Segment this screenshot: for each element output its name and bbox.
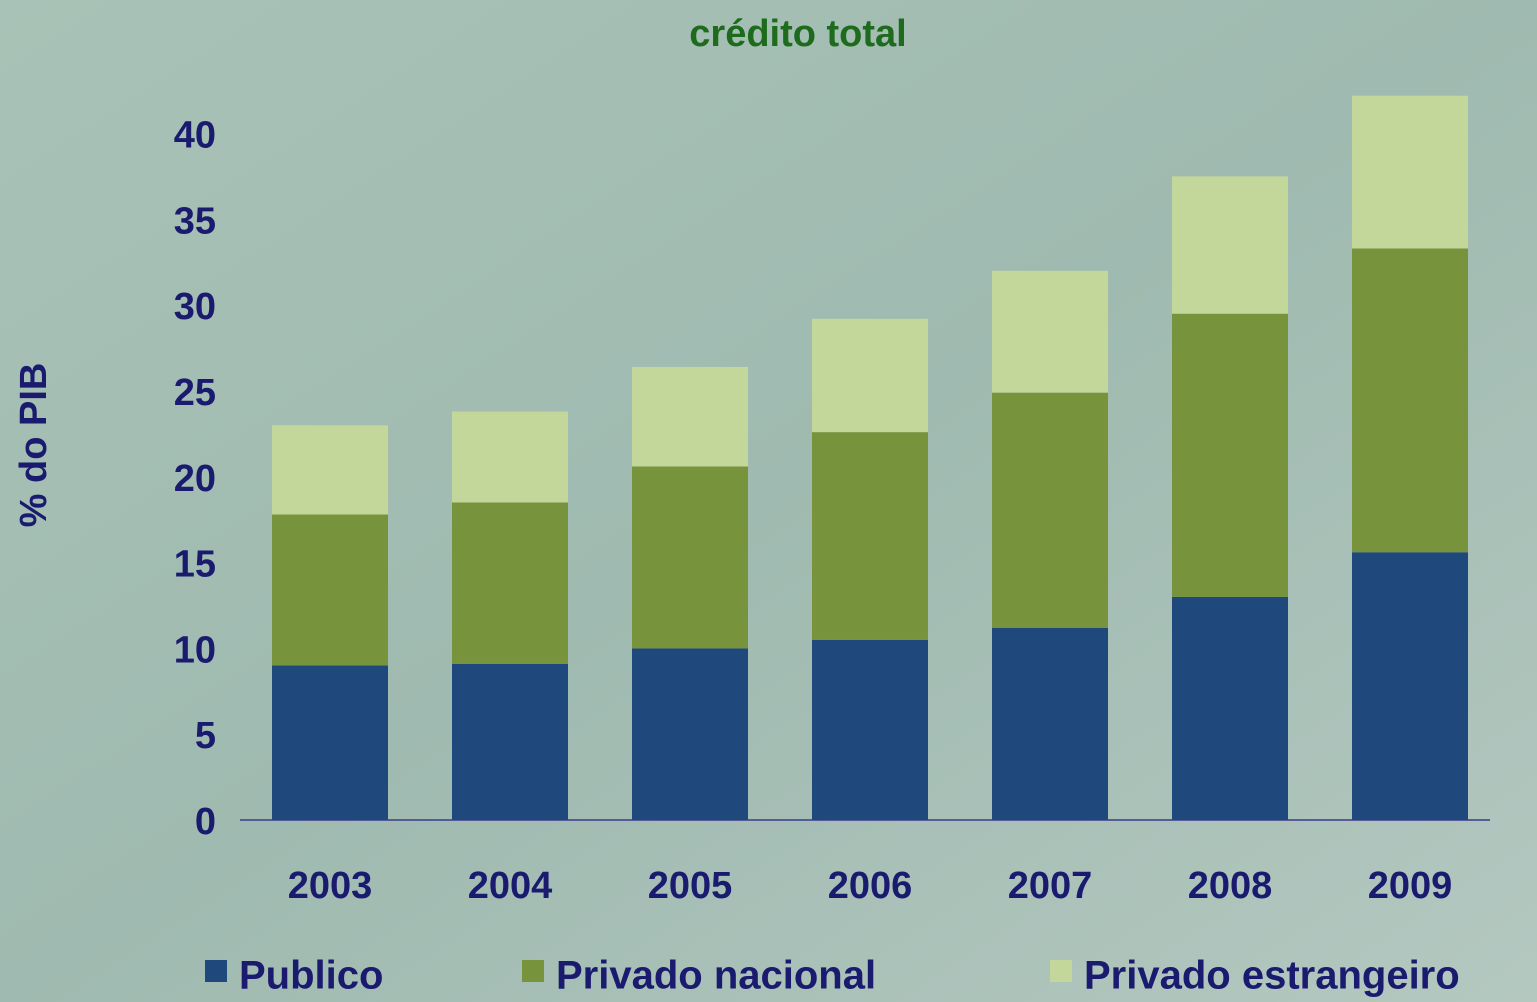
bar-segment <box>632 648 748 820</box>
bar-segment <box>452 411 568 503</box>
bar-segment <box>992 627 1108 820</box>
x-tick-label: 2006 <box>828 865 913 907</box>
y-tick-label: 5 <box>195 715 216 757</box>
y-tick-label: 20 <box>174 458 216 500</box>
legend-swatch <box>522 960 544 982</box>
y-tick-label: 25 <box>174 372 216 414</box>
y-tick-label: 10 <box>174 629 216 671</box>
x-tick-label: 2008 <box>1188 865 1273 907</box>
legend-label: Publico <box>239 954 383 998</box>
bar-segment <box>632 466 748 649</box>
y-tick-label: 0 <box>195 801 216 843</box>
x-tick-label: 2005 <box>648 865 733 907</box>
bar-segment <box>1172 176 1288 314</box>
bar-segment <box>272 425 388 515</box>
y-tick-label: 35 <box>174 200 216 242</box>
bar-segment <box>992 392 1108 628</box>
y-tick-label: 40 <box>174 115 216 157</box>
x-tick-label: 2009 <box>1368 865 1453 907</box>
bar-segment <box>452 502 568 664</box>
bar-segment <box>1352 95 1468 249</box>
bar-segment <box>1172 313 1288 597</box>
bar-segment <box>272 665 388 820</box>
bar-segment <box>1172 596 1288 820</box>
bar-segment <box>272 514 388 666</box>
legend-label: Privado estrangeiro <box>1084 954 1460 998</box>
bar-segment <box>452 663 568 820</box>
chart-title: crédito total <box>689 13 906 55</box>
y-axis-label: % do PIB <box>13 363 55 528</box>
y-tick-label: 30 <box>174 286 216 328</box>
bar-segment <box>812 318 928 433</box>
x-tick-label: 2003 <box>288 865 373 907</box>
legend-swatch <box>1050 960 1072 982</box>
y-tick-label: 15 <box>174 544 216 586</box>
bar-segment <box>1352 248 1468 553</box>
legend-swatch <box>205 960 227 982</box>
bar-segment <box>812 432 928 640</box>
legend-label: Privado nacional <box>556 954 876 998</box>
bar-segment <box>1352 552 1468 820</box>
x-tick-label: 2004 <box>468 865 553 907</box>
bar-segment <box>992 270 1108 393</box>
bar-segment <box>632 366 748 467</box>
x-tick-label: 2007 <box>1008 865 1093 907</box>
bar-segment <box>812 639 928 820</box>
